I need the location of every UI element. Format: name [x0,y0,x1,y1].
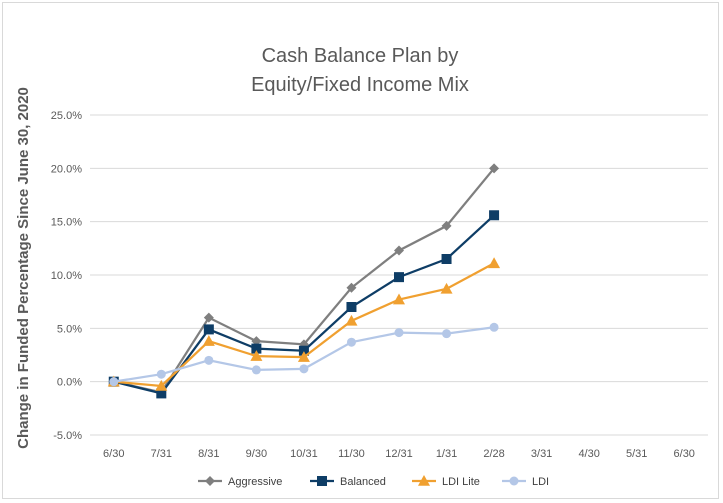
legend-marker [205,476,215,486]
data-point [251,365,261,375]
data-point [440,282,453,294]
data-point [251,343,262,354]
data-point [488,257,501,269]
x-tick-label: 3/31 [531,448,552,460]
x-tick-label: 2/28 [483,448,504,460]
x-tick-label: 7/31 [151,448,172,460]
y-tick-label: 20.0% [51,163,82,175]
series-lines [107,163,501,399]
data-point [441,220,452,231]
legend: Aggressive Balanced LDI Lite LDI [198,475,549,488]
y-tick-label: 10.0% [51,270,82,282]
series-ldi-lite [107,257,501,391]
y-axis-label: Change in Funded Percentage Since June 3… [15,87,32,449]
x-tick-label: 11/30 [338,448,365,460]
data-point [156,369,166,379]
legend-marker [509,476,519,486]
chart-title: Cash Balance Plan by Equity/Fixed Income… [251,45,469,96]
data-point [298,345,309,356]
data-point [489,322,499,332]
y-tick-label: 5.0% [57,323,82,335]
data-point [250,350,263,361]
x-tick-label: 12/31 [385,448,413,460]
data-point [394,272,404,283]
data-point [393,293,405,305]
data-point [155,379,168,391]
x-tick-label: 10/31 [290,448,318,460]
legend-entry-ldi: LDI [502,476,549,488]
x-axis-ticks: 6/30 7/31 8/31 9/30 10/31 11/30 12/31 1/31 2/28 3… [103,448,695,460]
data-point [441,254,452,264]
legend-marker [418,475,430,486]
y-tick-label: 25.0% [51,110,82,122]
legend-entry-balanced: Balanced [310,476,386,488]
data-point [489,163,500,174]
x-tick-label: 9/30 [246,448,267,460]
chart-title-line-1: Cash Balance Plan by [262,45,459,67]
series-aggressive [108,163,500,398]
data-point [345,314,358,326]
y-tick-label: 15.0% [51,217,82,229]
series-ldi [109,322,499,387]
data-point [442,329,452,339]
x-tick-label: 6/30 [103,448,124,460]
legend-label: Balanced [340,476,386,488]
data-point [156,388,167,399]
x-tick-label: 8/31 [198,448,219,460]
data-point [202,335,215,346]
legend-label: Aggressive [228,476,282,488]
x-tick-label: 5/31 [626,448,647,460]
data-point [394,328,404,338]
data-point [346,282,357,293]
grid-lines [90,114,708,436]
data-point [489,210,500,221]
x-tick-label: 6/30 [674,448,695,460]
legend-entry-ldi-lite: LDI Lite [412,475,480,488]
data-point [203,312,214,323]
data-point [297,351,310,362]
data-point [299,364,309,374]
y-tick-label: -5.0% [53,430,82,442]
legend-label: LDI Lite [442,476,480,488]
y-axis-ticks: -5.0% 0.0% 5.0% 10.0% 15.0% 20.0% 25.0% [51,110,82,442]
data-point [109,377,119,387]
legend-entry-aggressive: Aggressive [198,476,282,488]
y-tick-label: 0.0% [57,377,82,389]
legend-marker [317,476,327,486]
x-tick-label: 1/31 [436,448,457,460]
data-point [394,245,404,256]
data-point [346,302,357,312]
chart-title-line-2: Equity/Fixed Income Mix [251,74,469,96]
data-point [346,337,356,347]
legend-label: LDI [532,476,549,488]
x-tick-label: 4/30 [578,448,599,460]
data-point [204,355,214,365]
data-point [203,324,214,335]
chart-frame [2,2,719,499]
